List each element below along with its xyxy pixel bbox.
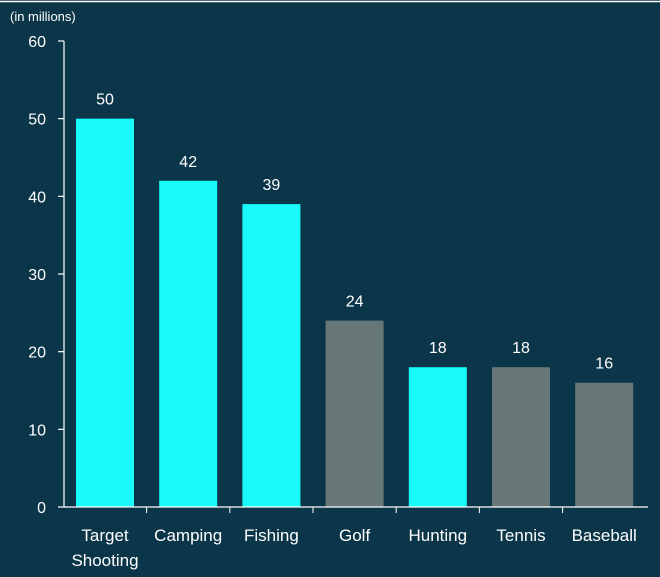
bar-target-shooting: [76, 118, 134, 508]
y-axis: 0 10 20 30 40 50 60: [28, 34, 65, 517]
y-tick-label: 20: [28, 345, 46, 362]
data-label: 42: [179, 154, 197, 171]
x-tick-label: Baseball: [572, 526, 637, 545]
x-tick-label: Tennis: [496, 526, 545, 545]
y-tick-label: 40: [28, 189, 46, 206]
data-label: 18: [429, 340, 447, 357]
x-tick-label: Shooting: [71, 551, 138, 570]
y-tick-label: 10: [28, 422, 46, 439]
y-tick-label: 50: [28, 112, 46, 129]
bar-camping: [159, 180, 218, 508]
y-tick-label: 30: [28, 267, 46, 284]
data-label: 50: [96, 92, 114, 109]
data-label: 18: [512, 340, 530, 357]
unit-label: (in millions): [10, 9, 76, 24]
y-tick-label: 60: [28, 34, 46, 51]
y-tick-label: 0: [37, 500, 46, 517]
x-tick-label: Golf: [339, 526, 370, 545]
bars-group: [76, 118, 634, 508]
bar-hunting: [408, 367, 467, 507]
data-label: 39: [263, 177, 281, 194]
data-label: 16: [595, 356, 613, 373]
bar-tennis: [492, 367, 550, 507]
bar-golf: [325, 320, 384, 507]
x-tick-label: Target: [81, 526, 129, 545]
bar-fishing: [242, 204, 301, 507]
value-labels-group: 50 42 39 24 18 18 16: [96, 92, 613, 373]
x-tick-label: Camping: [154, 526, 222, 545]
bar-baseball: [575, 382, 634, 507]
data-label: 24: [346, 294, 364, 311]
x-tick-label: Fishing: [244, 526, 299, 545]
x-axis: Target Shooting Camping Fishing Golf Hunting T…: [64, 506, 648, 570]
x-tick-label: Hunting: [408, 526, 467, 545]
